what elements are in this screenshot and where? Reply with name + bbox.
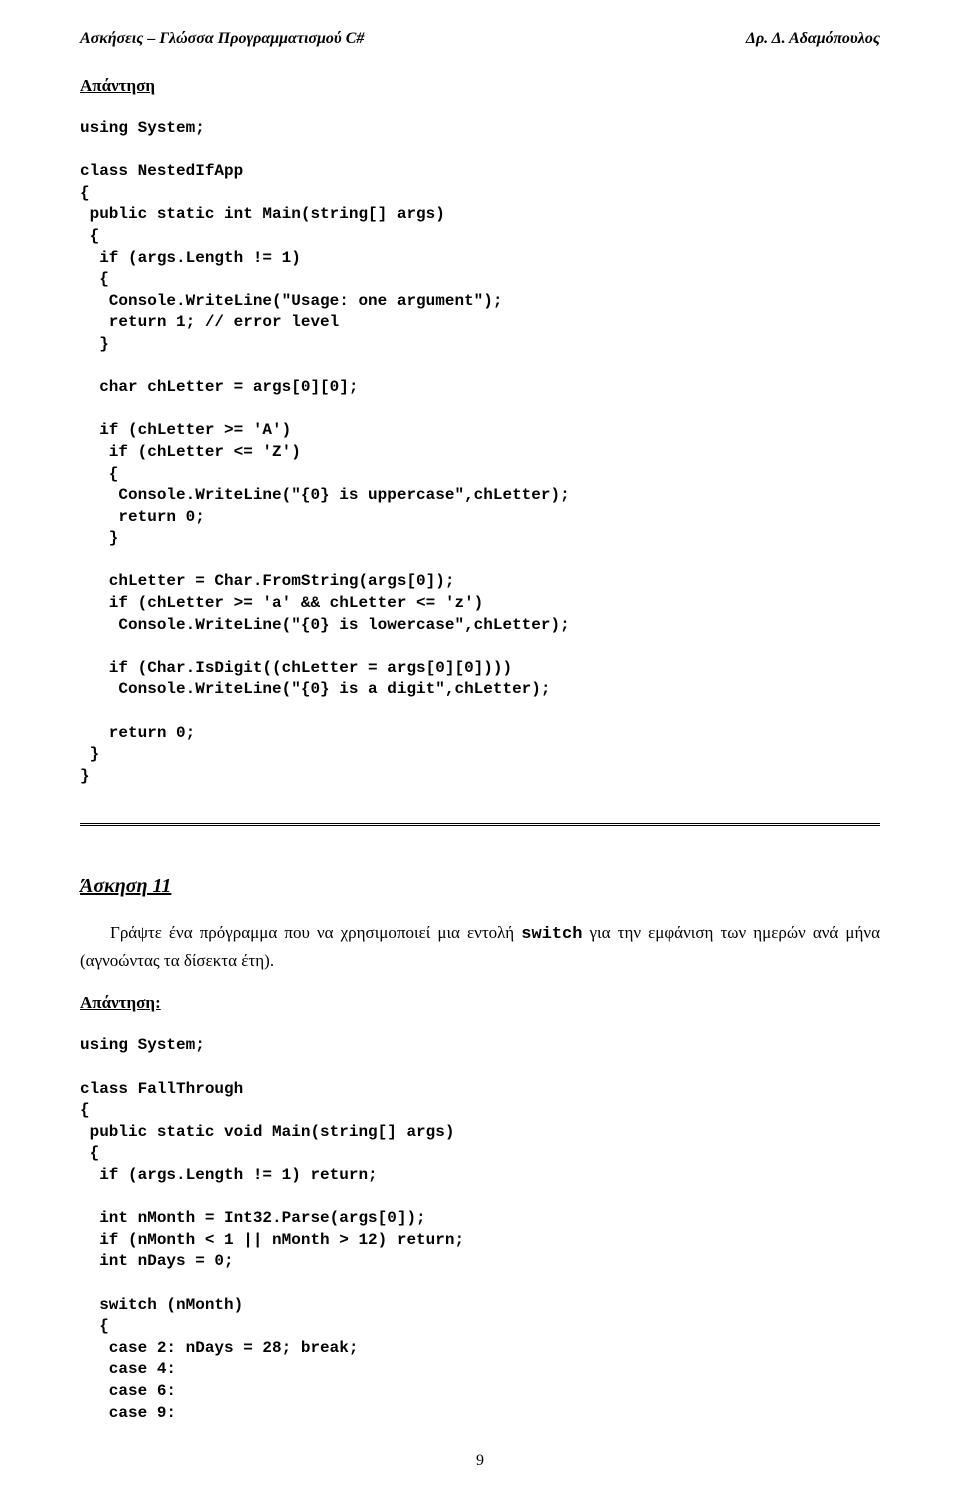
code-block-2: using System; class FallThrough { public… bbox=[80, 1035, 880, 1424]
page-header: Ασκήσεις – Γλώσσα Προγραμματισμού C# Δρ.… bbox=[80, 30, 880, 48]
section-divider bbox=[80, 823, 880, 827]
exercise-title: Άσκηση 11 bbox=[80, 875, 880, 898]
answer-title-2: Απάντηση: bbox=[80, 993, 880, 1013]
page-number: 9 bbox=[80, 1452, 880, 1470]
answer-title-1: Απάντηση bbox=[80, 76, 880, 96]
header-left: Ασκήσεις – Γλώσσα Προγραμματισμού C# bbox=[80, 30, 364, 48]
code-block-1: using System; class NestedIfApp { public… bbox=[80, 118, 880, 787]
header-right: Δρ. Δ. Αδαμόπουλος bbox=[746, 30, 880, 48]
exercise-description: Γράψτε ένα πρόγραμμα που να χρησιμοποιεί… bbox=[80, 920, 880, 973]
paragraph-text-before: Γράψτε ένα πρόγραμμα που να χρησιμοποιεί… bbox=[110, 923, 521, 942]
paragraph-mono: switch bbox=[521, 925, 582, 944]
